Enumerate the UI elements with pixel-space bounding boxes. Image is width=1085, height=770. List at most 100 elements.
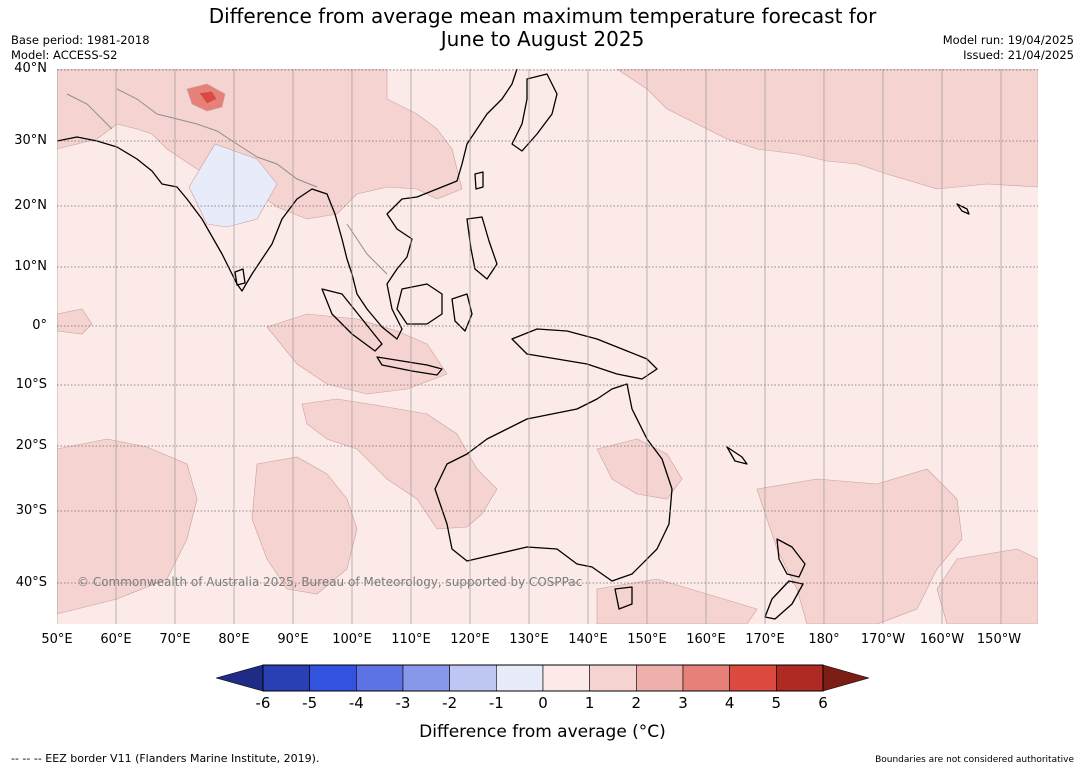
colorbar-segment [356,664,404,692]
colorbar-segment [402,664,450,692]
colorbar-segment [309,664,357,692]
lon-label: 140°E [568,632,608,647]
colorbar-segment [542,664,590,692]
map-title: Difference from average mean maximum tem… [0,5,1085,51]
coast-borneo [396,283,443,325]
anomaly-region-asia [57,69,463,220]
lon-label: 100°E [332,632,372,647]
coast-hawaii [956,203,970,215]
colorbar-tick-label: -1 [488,694,504,712]
graticule [57,69,1038,624]
colorbar-tick-label: -3 [395,694,411,712]
lon-label: 90°E [277,632,309,647]
colorbar-tick-label: 2 [631,694,642,712]
coast-asia [57,69,518,340]
coast-japan [511,73,558,152]
anomaly-region-se [936,548,1038,624]
lon-label: 130°E [509,632,549,647]
colorbar [216,664,869,692]
colorbar-segments [216,664,869,692]
anomaly-region-hotspot-core [198,90,218,105]
colorbar-segment [776,664,824,692]
colorbar-tick-label: 1 [584,694,595,712]
colorbar-segment [682,664,730,692]
coast-sumatra [321,288,383,352]
model-name: Model: ACCESS-S2 [11,48,118,62]
anomaly-region-maritime [266,313,448,395]
coastlines [57,69,970,620]
coast-sulawesi [451,293,473,332]
colorbar-segment [496,664,544,692]
coast-new-zealand-south [764,580,804,620]
lat-label: 0° [32,318,47,333]
coast-australia [434,383,673,582]
lat-label: 10°S [15,377,47,392]
issued-date: Issued: 21/04/2025 [963,48,1074,62]
colorbar-tick-label: 6 [818,694,828,712]
anomaly-region-equatorial [57,308,93,335]
anomaly-region-south [596,578,758,624]
lat-label: 20°N [14,198,47,213]
coast-new-guinea [511,328,658,380]
border-asia-2 [66,93,113,130]
colorbar-segment [262,664,310,692]
eez-legend-note: -- -- -- EEZ border V11 (Flanders Marine… [11,752,320,765]
coast-new-caledonia [726,446,748,465]
map-panel [57,69,1038,624]
lon-label: 160°W [919,632,965,647]
coast-java [376,356,443,376]
coast-tasmania [614,586,633,610]
anomaly-region-tasman [756,468,963,624]
colorbar-tick-label: -2 [442,694,458,712]
parallels [57,69,1038,584]
lon-label: 120°E [450,632,490,647]
meta-right: Model run: 19/04/2025 Issued: 21/04/2025 [943,33,1074,63]
lon-label: 180° [808,632,840,647]
colorbar-tick-label: 4 [724,694,735,712]
anomaly-contours [57,69,1038,624]
coast-new-zealand-north [776,538,806,578]
meridians [57,69,1002,624]
boundaries-disclaimer: Boundaries are not considered authoritat… [875,755,1074,765]
model-run: Model run: 19/04/2025 [942,33,1074,47]
anomaly-region-sw-ocean [251,456,358,595]
coast-philippines [466,216,498,280]
lon-label: 50°E [41,632,73,647]
lat-label: 30°S [15,503,47,518]
title-line-1: Difference from average mean maximum tem… [208,4,877,28]
lon-label: 170°E [745,632,785,647]
colorbar-segment [636,664,684,692]
lat-label: 40°S [15,575,47,590]
lat-label: 40°N [14,61,47,76]
colorbar-extend-low [216,664,264,692]
anomaly-region-west [57,438,198,615]
coast-taiwan [474,171,484,190]
lon-label: 70°E [159,632,191,647]
colorbar-frame [262,664,824,692]
lon-label: 150°W [976,632,1022,647]
lat-label: 20°S [15,438,47,453]
anomaly-region-indian-ocean [301,398,498,530]
title-line-2: June to August 2025 [440,27,645,51]
colorbar-tick-label: 3 [678,694,688,712]
colorbar-extend-high [822,664,869,692]
colorbar-tick-label: -5 [302,694,318,712]
colorbar-segment [729,664,777,692]
colorbar-tick-label: 5 [771,694,782,712]
lon-label: 80°E [218,632,250,647]
lat-label: 30°N [14,133,47,148]
lat-label: 10°N [14,259,47,274]
colorbar-segment [589,664,637,692]
border-asia-1 [116,88,318,188]
meta-left: Base period: 1981-2018 Model: ACCESS-S2 [11,33,150,63]
anomaly-region-asia-east [616,69,1038,190]
lon-label: 160°E [686,632,726,647]
colorbar-title: Difference from average (°C) [419,722,666,742]
coast-sri-lanka [234,268,246,286]
base-period: Base period: 1981-2018 [11,33,150,47]
colorbar-tick-label: -4 [348,694,364,712]
lon-label: 110°E [391,632,431,647]
copyright-notice: © Commonwealth of Australia 2025, Bureau… [77,575,583,589]
lon-label: 60°E [100,632,132,647]
colorbar-tick-label: -6 [255,694,271,712]
